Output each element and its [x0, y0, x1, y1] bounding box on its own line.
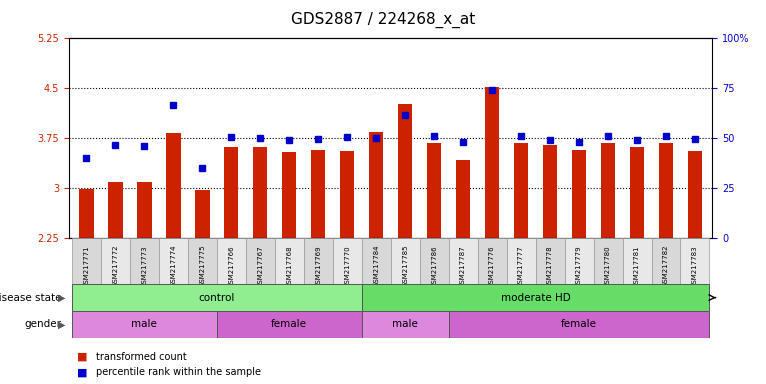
Bar	[571, 150, 586, 238]
FancyBboxPatch shape	[449, 238, 478, 284]
Text: GSM217776: GSM217776	[489, 245, 495, 288]
Text: GSM217766: GSM217766	[228, 245, 234, 288]
Text: ■: ■	[77, 352, 87, 362]
Text: control: control	[198, 293, 235, 303]
Text: GSM217768: GSM217768	[286, 245, 292, 288]
Text: GSM217781: GSM217781	[634, 245, 640, 288]
Text: gender: gender	[25, 319, 61, 329]
Bar	[137, 182, 152, 238]
Text: GSM217786: GSM217786	[431, 245, 437, 288]
Bar	[601, 143, 615, 238]
FancyBboxPatch shape	[362, 238, 391, 284]
Text: GDS2887 / 224268_x_at: GDS2887 / 224268_x_at	[291, 12, 475, 28]
FancyBboxPatch shape	[303, 238, 332, 284]
Text: ▶: ▶	[57, 293, 65, 303]
Text: ▶: ▶	[57, 319, 65, 329]
Text: GSM217771: GSM217771	[83, 245, 90, 288]
FancyBboxPatch shape	[332, 238, 362, 284]
FancyBboxPatch shape	[129, 238, 159, 284]
Bar	[166, 133, 181, 238]
Bar	[311, 150, 326, 238]
Bar	[485, 87, 499, 238]
Bar	[514, 143, 529, 238]
FancyBboxPatch shape	[680, 238, 709, 284]
Bar	[369, 132, 384, 238]
Bar	[630, 147, 644, 238]
FancyBboxPatch shape	[72, 284, 362, 311]
Bar	[282, 152, 296, 238]
Text: GSM217780: GSM217780	[605, 245, 611, 288]
Text: GSM217787: GSM217787	[460, 245, 466, 288]
FancyBboxPatch shape	[362, 284, 709, 311]
Text: GSM217774: GSM217774	[170, 245, 176, 288]
FancyBboxPatch shape	[565, 238, 594, 284]
FancyBboxPatch shape	[449, 311, 709, 338]
FancyBboxPatch shape	[478, 238, 506, 284]
FancyBboxPatch shape	[594, 238, 623, 284]
FancyBboxPatch shape	[623, 238, 652, 284]
Bar	[398, 104, 412, 238]
Text: transformed count: transformed count	[96, 352, 186, 362]
FancyBboxPatch shape	[420, 238, 449, 284]
Text: female: female	[561, 319, 597, 329]
FancyBboxPatch shape	[217, 311, 362, 338]
FancyBboxPatch shape	[188, 238, 217, 284]
FancyBboxPatch shape	[535, 238, 565, 284]
Text: GSM217770: GSM217770	[344, 245, 350, 288]
Bar	[224, 147, 238, 238]
Text: GSM217784: GSM217784	[373, 245, 379, 288]
FancyBboxPatch shape	[275, 238, 303, 284]
Bar	[195, 190, 210, 238]
Bar	[688, 151, 702, 238]
FancyBboxPatch shape	[72, 311, 217, 338]
Text: GSM217769: GSM217769	[315, 245, 321, 288]
Bar	[340, 151, 355, 238]
Bar	[543, 145, 558, 238]
Text: GSM217785: GSM217785	[402, 245, 408, 288]
Text: ■: ■	[77, 367, 87, 377]
Bar	[427, 143, 441, 238]
Text: GSM217783: GSM217783	[692, 245, 698, 288]
Bar	[456, 160, 470, 238]
Text: male: male	[392, 319, 418, 329]
Text: percentile rank within the sample: percentile rank within the sample	[96, 367, 260, 377]
FancyBboxPatch shape	[362, 311, 449, 338]
FancyBboxPatch shape	[159, 238, 188, 284]
Text: GSM217767: GSM217767	[257, 245, 264, 288]
Bar	[253, 147, 267, 238]
Text: moderate HD: moderate HD	[501, 293, 571, 303]
Text: GSM217779: GSM217779	[576, 245, 582, 288]
Bar	[108, 182, 123, 238]
FancyBboxPatch shape	[652, 238, 680, 284]
FancyBboxPatch shape	[391, 238, 420, 284]
Text: male: male	[131, 319, 157, 329]
Text: GSM217782: GSM217782	[663, 245, 669, 288]
Text: GSM217772: GSM217772	[113, 245, 118, 288]
FancyBboxPatch shape	[101, 238, 129, 284]
Bar	[659, 143, 673, 238]
Text: GSM217777: GSM217777	[518, 245, 524, 288]
Text: GSM217778: GSM217778	[547, 245, 553, 288]
FancyBboxPatch shape	[506, 238, 535, 284]
FancyBboxPatch shape	[72, 238, 101, 284]
Bar	[79, 189, 93, 238]
Text: female: female	[271, 319, 307, 329]
FancyBboxPatch shape	[246, 238, 275, 284]
Text: GSM217773: GSM217773	[141, 245, 147, 288]
Text: GSM217775: GSM217775	[199, 245, 205, 288]
Text: disease state: disease state	[0, 293, 61, 303]
FancyBboxPatch shape	[217, 238, 246, 284]
